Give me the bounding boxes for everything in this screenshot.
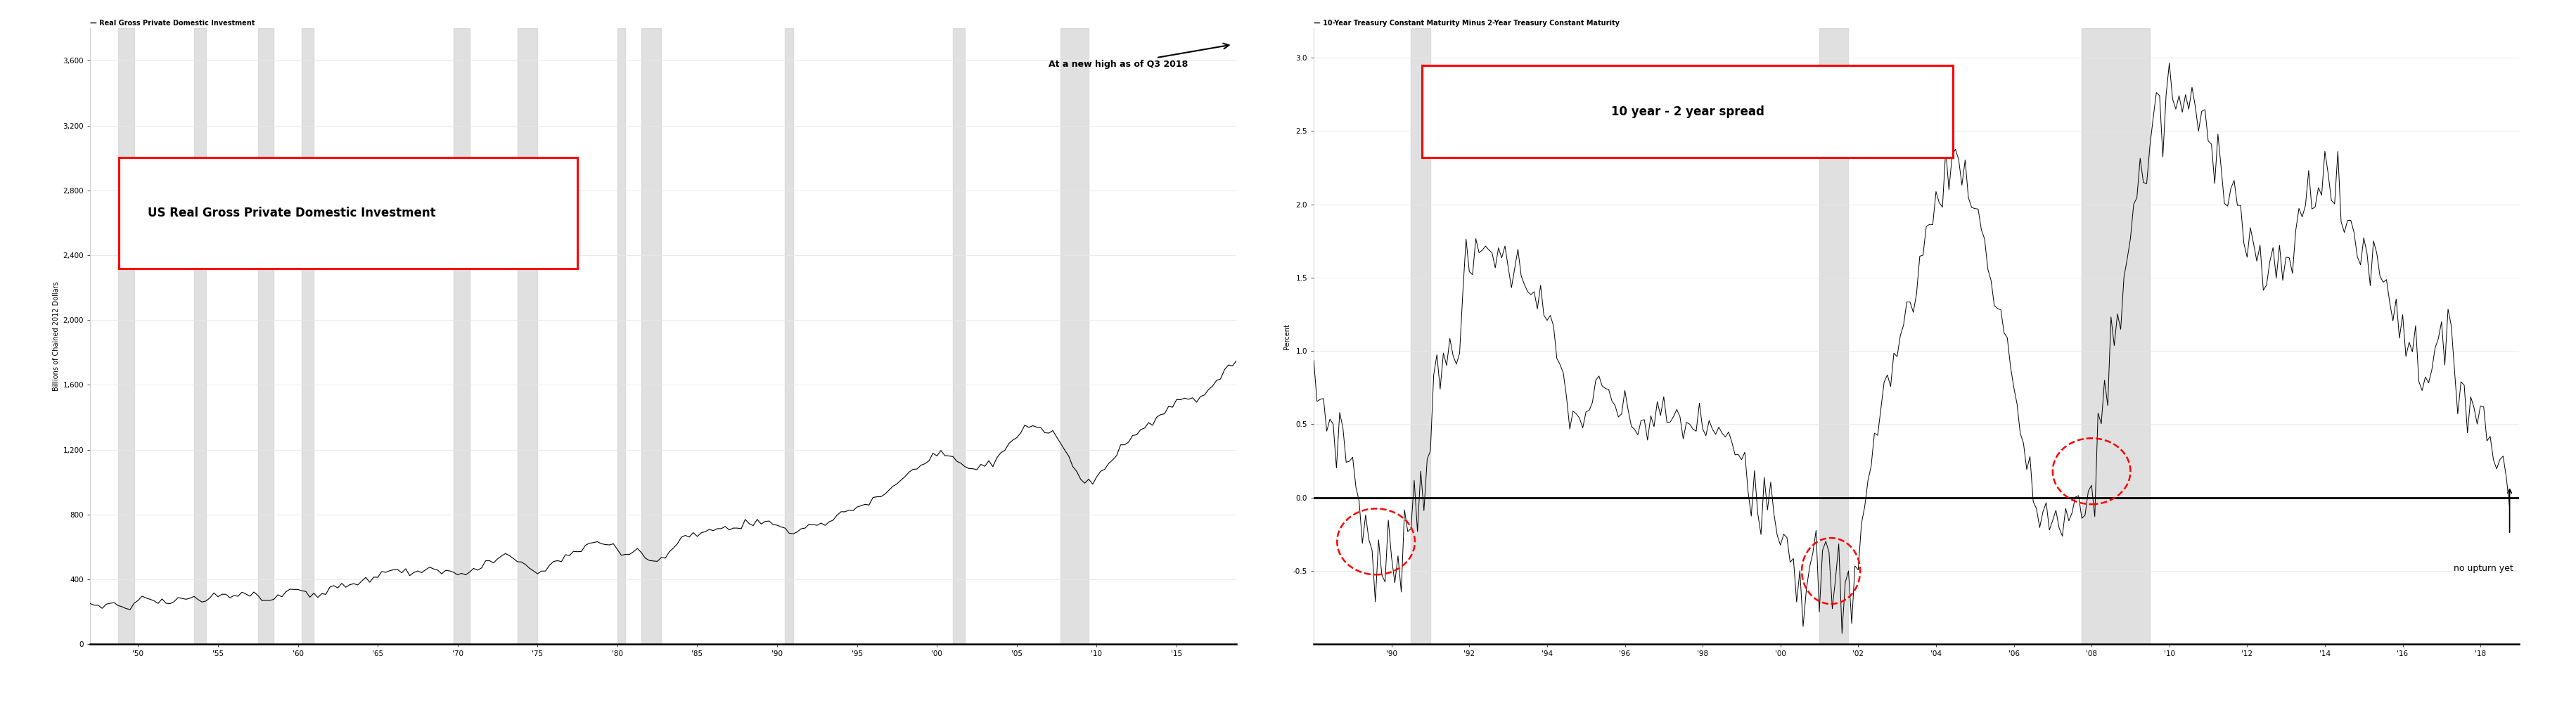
Text: no upturn yet: no upturn yet — [2455, 564, 2514, 573]
Text: US Real Gross Private Domestic Investment: US Real Gross Private Domestic Investmen… — [147, 207, 435, 219]
Text: — 10-Year Treasury Constant Maturity Minus 2-Year Treasury Constant Maturity: — 10-Year Treasury Constant Maturity Min… — [1314, 20, 1620, 27]
Bar — [453, 28, 469, 644]
Bar — [301, 28, 314, 644]
Y-axis label: Percent: Percent — [1283, 324, 1291, 349]
Bar — [641, 28, 662, 644]
Text: At a new high as of Q3 2018: At a new high as of Q3 2018 — [1048, 43, 1229, 69]
Bar — [786, 28, 793, 644]
FancyBboxPatch shape — [1422, 65, 1953, 158]
Bar — [193, 28, 206, 644]
Bar — [1819, 28, 1850, 644]
Bar — [1061, 28, 1090, 644]
Bar — [258, 28, 273, 644]
Bar — [2081, 28, 2151, 644]
Bar — [953, 28, 966, 644]
Bar — [618, 28, 626, 644]
Text: 10 year - 2 year spread: 10 year - 2 year spread — [1610, 105, 1765, 118]
Bar — [518, 28, 538, 644]
FancyBboxPatch shape — [118, 158, 577, 268]
Text: — Real Gross Private Domestic Investment: — Real Gross Private Domestic Investment — [90, 20, 255, 27]
Bar — [118, 28, 134, 644]
Bar — [1412, 28, 1430, 644]
Y-axis label: Billions of Chained 2012 Dollars: Billions of Chained 2012 Dollars — [54, 282, 59, 391]
